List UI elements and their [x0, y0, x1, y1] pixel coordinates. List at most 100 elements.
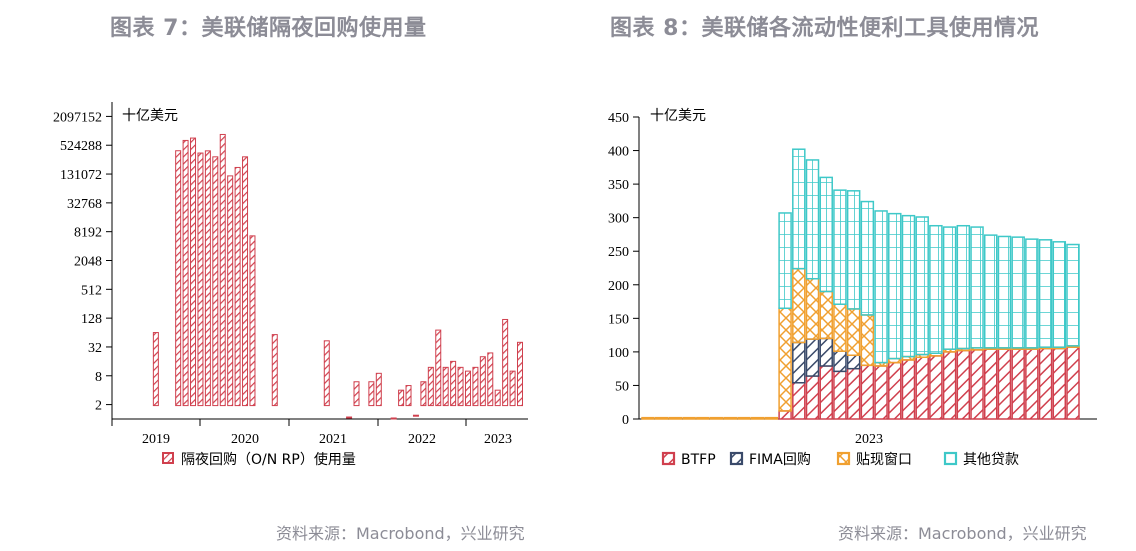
bar — [435, 329, 442, 407]
discount-window-segment — [778, 307, 792, 412]
other-loans-segment — [778, 212, 792, 310]
btfp-segment — [792, 382, 806, 420]
y-tick-label: 32768 — [67, 197, 102, 212]
discount-window-segment — [805, 277, 820, 340]
bar — [472, 366, 479, 407]
y-tick-label: 250 — [608, 245, 629, 260]
bar — [412, 414, 419, 417]
discount-window-segment — [641, 416, 655, 420]
other-loans-segment — [1052, 241, 1067, 348]
other-loans-segment — [1011, 236, 1025, 349]
legend-label: 隔夜回购（O/N RP）使用量 — [181, 451, 356, 468]
legend-label: FIMA回购 — [749, 452, 811, 468]
bar — [487, 352, 494, 407]
discount-window-segment — [750, 416, 765, 420]
other-loans-segment — [792, 148, 806, 270]
x-tick-label: 2020 — [231, 432, 259, 447]
bar — [353, 381, 360, 407]
discount-window-segment — [764, 416, 779, 420]
bar — [494, 389, 501, 407]
bar — [271, 334, 278, 407]
bar — [405, 385, 412, 407]
bar — [442, 366, 449, 407]
other-loans-segment — [1066, 243, 1080, 347]
y-tick-label: 128 — [81, 312, 102, 327]
unit-label: 十亿美元 — [650, 108, 706, 124]
bar — [450, 360, 457, 407]
bar — [398, 389, 405, 407]
btfp-segment — [983, 348, 998, 420]
bar — [464, 370, 471, 407]
bar — [502, 318, 509, 407]
bar — [346, 416, 353, 419]
y-tick-label: 8192 — [74, 226, 102, 241]
y-tick-label: 150 — [608, 312, 629, 327]
legend: BTFP FIMA回购 贴现窗口 其他贷款 — [661, 451, 1019, 468]
btfp-segment — [1038, 347, 1053, 420]
btfp-segment — [1011, 348, 1025, 420]
bar — [175, 150, 182, 407]
chart-7-source: 资料来源：Macrobond，兴业研究 — [276, 524, 525, 543]
legend-label: 其他贷款 — [963, 452, 1019, 468]
btfp-segment — [819, 365, 833, 420]
other-loans-segment — [929, 224, 943, 354]
other-loans-segment — [942, 226, 957, 350]
discount-window-segment — [737, 416, 751, 420]
legend-label: BTFP — [681, 452, 716, 468]
y-tick-label: 50 — [615, 379, 629, 394]
bar — [219, 133, 226, 407]
fima-segment — [819, 337, 833, 367]
discount-window-segment — [846, 308, 861, 356]
y-tick-label: 200 — [608, 279, 629, 294]
btfp-segment — [997, 348, 1012, 420]
bar — [479, 356, 486, 407]
discount-window-segment — [709, 416, 724, 420]
discount-window-segment — [860, 314, 875, 367]
btfp-segment — [860, 364, 875, 420]
btfp-segment — [805, 375, 820, 420]
btfp-segment — [956, 349, 971, 420]
chart-8-title: 图表 8：美联储各流动性便利工具使用情况 — [610, 16, 1039, 41]
y-tick-label: 32 — [88, 341, 102, 356]
other-loans-segment — [983, 234, 998, 349]
bar — [375, 372, 382, 407]
bar — [368, 381, 375, 407]
chart-8-source: 资料来源：Macrobond，兴业研究 — [838, 524, 1087, 543]
discount-window-segment — [696, 416, 710, 420]
other-loans-segment — [874, 210, 888, 364]
other-loans-segment — [1025, 238, 1039, 349]
other-loans-segment — [956, 224, 971, 350]
bar — [152, 332, 159, 407]
legend-swatch — [729, 451, 744, 466]
y-tick-label: 524288 — [60, 139, 102, 154]
bar — [212, 156, 219, 407]
other-loans-segment — [901, 214, 916, 358]
btfp-segment — [901, 359, 916, 420]
y-tick-label: 131072 — [60, 168, 102, 183]
other-loans-segment — [805, 159, 820, 280]
btfp-segment — [970, 349, 984, 420]
legend-swatch — [162, 452, 174, 464]
btfp-segment — [942, 351, 957, 420]
fima-segment — [805, 338, 820, 377]
other-loans-segment — [970, 226, 984, 349]
y-tick-label: 2 — [95, 399, 102, 414]
y-tick-label: 350 — [608, 178, 629, 193]
bar — [242, 156, 249, 407]
x-tick-label: 2023 — [855, 432, 883, 447]
discount-window-segment — [792, 267, 806, 344]
y-tick-label: 2097152 — [53, 110, 102, 125]
bar — [517, 341, 523, 407]
btfp-segment — [846, 367, 861, 420]
btfp-segment — [929, 355, 943, 420]
chart-7-title: 图表 7：美联储隔夜回购使用量 — [110, 16, 427, 41]
legend: 隔夜回购（O/N RP）使用量 — [162, 451, 356, 468]
bar — [323, 340, 330, 407]
x-tick-label: 2022 — [408, 432, 436, 447]
discount-window-segment — [833, 303, 847, 352]
y-tick-label: 100 — [608, 346, 629, 361]
bar — [190, 137, 197, 407]
discount-window-segment — [723, 416, 738, 420]
